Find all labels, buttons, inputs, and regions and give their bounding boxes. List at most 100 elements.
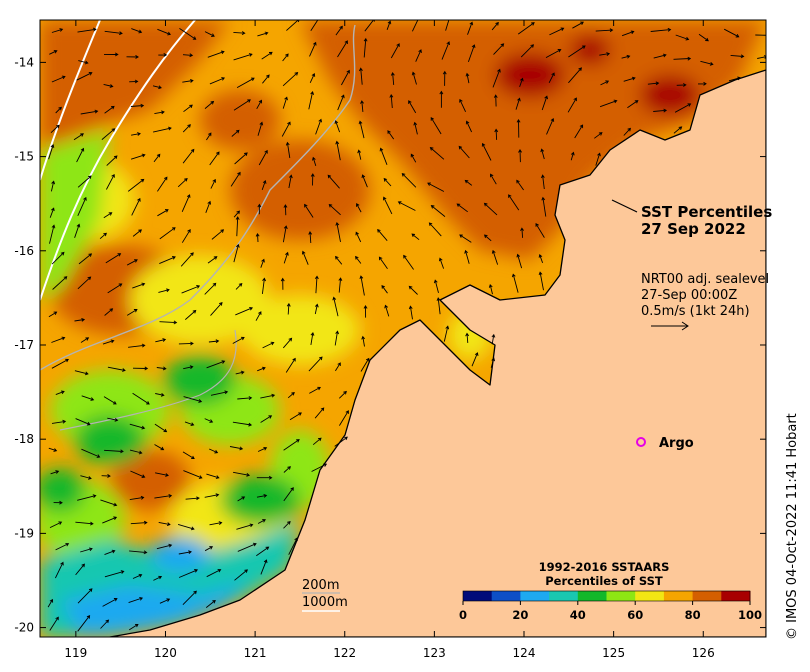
current-arrow [211,229,225,240]
current-arrow [152,85,162,90]
current-arrow [159,598,171,604]
current-arrow [257,121,264,136]
current-arrow [540,174,545,190]
current-arrow [459,98,467,112]
current-arrow [234,569,248,581]
current-arrow [411,20,420,32]
y-tick-label: -20 [14,621,34,635]
current-arrow [723,28,740,38]
current-arrow [541,196,547,217]
current-arrow [103,396,117,405]
colorbar-tick-label: 40 [570,608,586,622]
current-arrow [574,124,584,139]
current-arrow [357,149,362,160]
current-arrow [334,330,340,346]
colorbar-tick-label: 100 [738,608,762,622]
current-arrow [282,72,299,87]
colorbar-swatch [606,591,636,601]
depth-legend-200m: 200m [302,578,339,593]
current-arrow [653,53,667,59]
colorbar-swatch [577,591,607,601]
current-arrow [541,95,549,111]
imos-credit: © IMOS 04-Oct-2022 11:41 Hobart [785,413,800,640]
current-arrow [572,21,584,29]
current-arrow [304,203,314,218]
current-arrow [76,72,93,81]
current-arrow [283,251,289,264]
current-arrow [356,203,362,213]
current-arrow [47,598,54,608]
current-arrow [387,130,395,140]
current-arrow [99,232,107,240]
current-arrow [413,121,418,135]
current-arrow [493,43,505,55]
current-arrow [548,72,555,84]
current-arrow [255,311,262,321]
current-arrow [255,233,260,243]
current-arrow [131,28,143,34]
current-arrow [236,77,255,88]
current-arrow [382,196,393,215]
current-arrow [283,520,291,529]
map-title-line1: SST Percentiles [641,203,772,221]
current-arrow [519,77,524,88]
current-arrow [283,466,291,473]
current-arrow [332,296,339,317]
current-arrow [106,173,115,190]
current-arrow [310,332,315,345]
x-tick-label: 126 [692,646,715,660]
current-arrow [355,255,362,264]
current-arrow [285,141,291,159]
current-arrow [314,407,325,419]
current-arrow [156,543,173,550]
current-arrow [408,100,417,114]
current-arrow [182,590,197,606]
current-arrow [158,521,171,527]
current-arrow [129,495,145,501]
colorbar-swatch [692,591,722,601]
current-arrow [77,276,92,290]
current-arrow [129,449,143,455]
land-mass [109,69,766,637]
current-arrow [441,41,450,60]
current-scale-arrow [651,321,689,331]
current-arrow [360,100,364,112]
current-arrow [126,309,138,316]
current-arrow [430,205,446,217]
current-arrow [51,336,66,343]
current-arrow [105,253,122,264]
current-arrow [675,34,690,41]
current-arrow [285,357,296,373]
y-tick-label: -14 [14,55,34,69]
current-arrow [81,448,101,458]
colorbar-swatch [663,591,694,601]
current-arrow [595,152,601,166]
current-arrow [102,598,118,607]
current-arrow [623,127,631,136]
current-arrow [282,53,289,62]
current-arrow [132,392,150,405]
current-arrow [237,542,257,552]
current-arrow [55,542,70,551]
current-arrow [545,49,562,58]
current-arrow [183,104,193,113]
title-pointer [611,199,638,213]
current-arrow [286,302,291,315]
current-arrow [104,30,123,36]
current-arrow [520,44,535,58]
current-arrow [327,174,340,189]
current-arrow [76,147,85,163]
current-arrow [48,311,58,318]
current-arrow [488,283,493,295]
current-arrow [411,71,417,85]
current-arrow [210,302,223,316]
current-arrow [210,390,229,396]
current-arrow [49,207,55,218]
current-arrow [442,70,447,86]
current-arrow [312,156,317,167]
current-arrow [429,147,445,160]
current-arrow [311,463,328,472]
current-arrow [459,234,472,243]
current-arrow [621,54,631,59]
current-arrow [75,521,94,526]
